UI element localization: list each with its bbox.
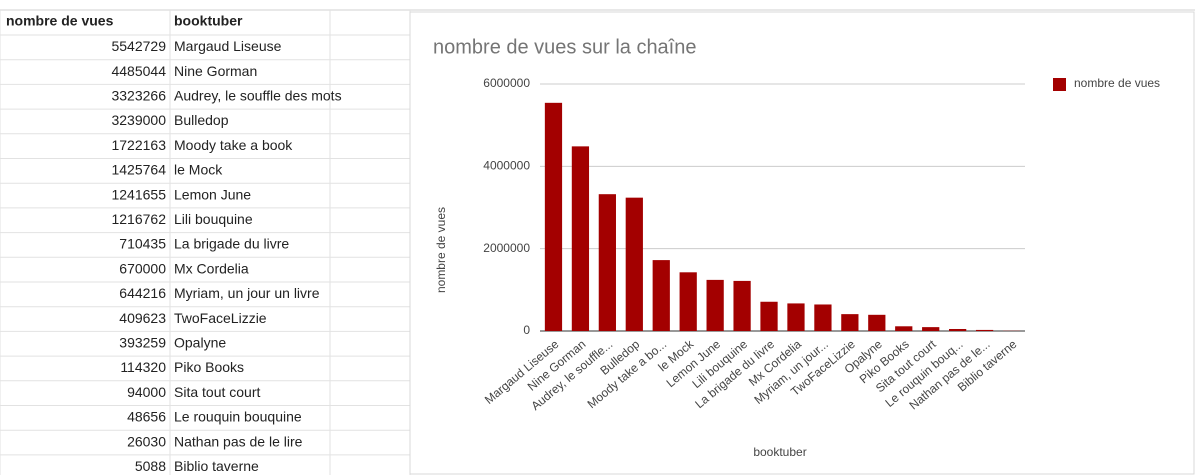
bar xyxy=(895,326,913,331)
cell: 94000 xyxy=(127,384,166,400)
bar xyxy=(544,102,563,331)
bar xyxy=(706,279,724,331)
bar xyxy=(652,260,670,331)
cell: 48656 xyxy=(127,409,166,425)
y-tick-label: 4000000 xyxy=(483,159,530,173)
cell: 670000 xyxy=(119,260,166,276)
bar xyxy=(975,329,994,331)
cell: 26030 xyxy=(127,433,166,449)
cell: 409623 xyxy=(119,310,166,326)
cell: Biblio taverne xyxy=(174,458,259,474)
cell: Myriam, un jour un livre xyxy=(174,285,320,301)
cell: Lili bouquine xyxy=(174,211,253,227)
cell: 644216 xyxy=(119,285,166,301)
cell: 3323266 xyxy=(111,87,166,103)
cell: TwoFaceLizzie xyxy=(174,310,267,326)
bar xyxy=(787,303,805,331)
header-cell: booktuber xyxy=(174,13,243,29)
cell: Nathan pas de le lire xyxy=(174,433,303,449)
header-cell: nombre de vues xyxy=(6,13,114,29)
x-axis-title: booktuber xyxy=(753,445,806,459)
cell: le Mock xyxy=(174,162,223,178)
cell: Le rouquin bouquine xyxy=(174,409,302,425)
cell: La brigade du livre xyxy=(174,236,289,252)
bar xyxy=(949,328,967,331)
bar xyxy=(868,314,886,331)
spreadsheet: nombre de vues booktuber 5542729 Margaud Li… xyxy=(0,9,1195,475)
cell: Nine Gorman xyxy=(174,63,257,79)
cell: 710435 xyxy=(119,236,166,252)
cell: Sita tout court xyxy=(174,384,260,400)
bar xyxy=(841,314,859,331)
cell: 393259 xyxy=(119,334,166,350)
cell: 1216762 xyxy=(111,211,166,227)
bar xyxy=(625,197,643,331)
bar xyxy=(760,301,778,331)
chart-title: nombre de vues sur la chaîne xyxy=(433,36,697,58)
cell: Bulledop xyxy=(174,112,229,128)
cell: 5542729 xyxy=(111,38,166,54)
cell: 1425764 xyxy=(111,162,166,178)
cell: Lemon June xyxy=(174,186,251,202)
bar xyxy=(814,304,832,331)
bar xyxy=(922,327,940,331)
y-tick-label: 0 xyxy=(523,323,530,337)
y-tick-label: 2000000 xyxy=(483,241,530,255)
cell: 1722163 xyxy=(111,137,166,153)
bar xyxy=(571,146,590,331)
legend-label: nombre de vues xyxy=(1074,76,1160,90)
cell: 114320 xyxy=(120,359,166,375)
cell: 1241655 xyxy=(111,186,166,202)
cell: 4485044 xyxy=(111,63,166,79)
bar xyxy=(598,194,616,331)
cell: Margaud Liseuse xyxy=(174,38,282,54)
bar xyxy=(679,272,697,331)
y-axis-title: nombre de vues xyxy=(434,207,448,293)
cell: Mx Cordelia xyxy=(174,260,249,276)
cell: Piko Books xyxy=(174,359,244,375)
cell: 3239000 xyxy=(111,112,166,128)
bar xyxy=(733,280,751,331)
y-tick-label: 6000000 xyxy=(483,76,530,90)
cell: Opalyne xyxy=(174,334,226,350)
cell: Audrey, le souffle des mots xyxy=(174,87,342,103)
cell: 5088 xyxy=(135,458,166,474)
cell: Moody take a book xyxy=(174,137,293,153)
legend-swatch xyxy=(1053,78,1066,91)
